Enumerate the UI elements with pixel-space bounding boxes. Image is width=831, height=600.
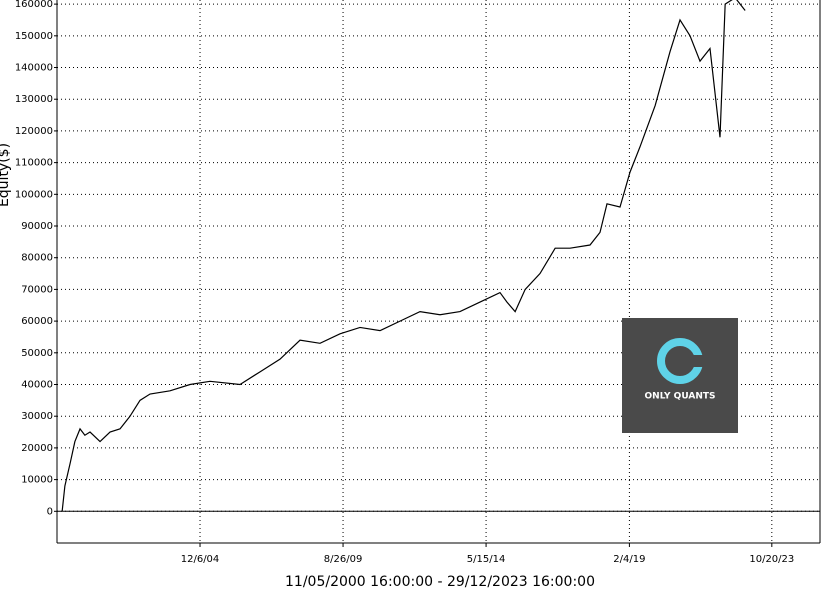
x-tick-label: 12/6/04: [181, 554, 220, 565]
y-tick-label: 100000: [15, 189, 53, 200]
logo-box: [622, 318, 738, 433]
y-tick-label: 20000: [21, 443, 53, 454]
equity-line: [61, 0, 746, 512]
x-tick-label: 2/4/19: [613, 554, 645, 565]
x-tick-label: 8/26/09: [324, 554, 363, 565]
logo-text: ONLY QUANTS: [645, 392, 716, 402]
y-tick-label: 80000: [21, 253, 53, 264]
x-tick-label: 10/20/23: [749, 554, 794, 565]
y-tick-label: 150000: [15, 31, 53, 42]
y-tick-label: 160000: [15, 0, 53, 10]
x-tick-label: 5/15/14: [467, 554, 506, 565]
y-tick-label: 60000: [21, 316, 53, 327]
y-tick-label: 120000: [15, 126, 53, 137]
logo: ONLY QUANTS: [622, 318, 738, 433]
logo-gap: [692, 355, 706, 367]
y-tick-label: 10000: [21, 475, 53, 486]
y-tick-label: 70000: [21, 284, 53, 295]
y-tick-label: 30000: [21, 411, 53, 422]
y-tick-label: 50000: [21, 348, 53, 359]
y-tick-label: 40000: [21, 380, 53, 391]
y-tick-label: 130000: [15, 94, 53, 105]
y-tick-label: 110000: [15, 158, 53, 169]
y-tick-label: 140000: [15, 63, 53, 74]
x-axis-title: 11/05/2000 16:00:00 - 29/12/2023 16:00:0…: [285, 574, 595, 590]
y-tick-label: 0: [47, 506, 53, 517]
y-tick-label: 90000: [21, 221, 53, 232]
y-axis-title: Equity($): [0, 143, 12, 207]
